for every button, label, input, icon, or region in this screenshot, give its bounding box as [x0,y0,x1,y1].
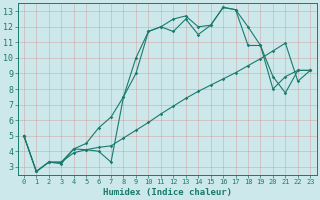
X-axis label: Humidex (Indice chaleur): Humidex (Indice chaleur) [103,188,232,197]
